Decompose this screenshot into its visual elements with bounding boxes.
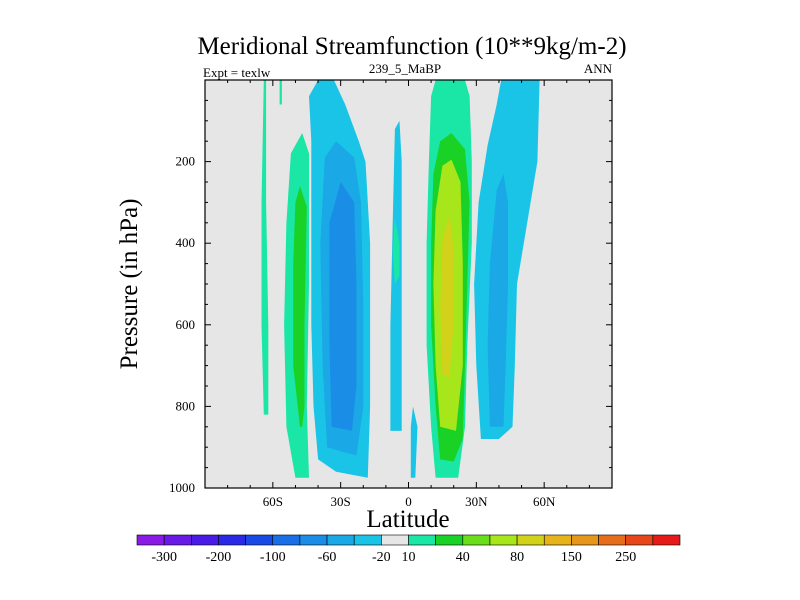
colorbar-swatch xyxy=(435,534,464,546)
experiment-label: Expt = texlw xyxy=(203,65,271,80)
colorbar-swatch xyxy=(516,534,545,546)
sh-upper-positive-sliver xyxy=(279,80,282,105)
polar-positive-streak xyxy=(261,80,269,415)
x-axis-label: Latitude xyxy=(366,506,449,533)
y-tick-label: 200 xyxy=(176,154,196,169)
colorbar-swatch xyxy=(272,534,301,546)
colorbar-label: -100 xyxy=(260,550,286,565)
colorbar-swatch xyxy=(489,534,518,546)
colorbar-label: 250 xyxy=(615,550,636,565)
colorbar-swatch xyxy=(245,534,274,546)
colorbar-swatch xyxy=(218,534,246,546)
colorbar-swatch xyxy=(299,534,328,546)
nh-negative-cell-core xyxy=(487,173,508,427)
season-label: ANN xyxy=(584,61,613,76)
colorbar-swatch xyxy=(598,534,626,546)
x-tick-label: 0 xyxy=(405,494,412,509)
colorbar-label: -60 xyxy=(318,550,337,565)
colorbar-label: 80 xyxy=(510,550,524,565)
colorbar-label: -20 xyxy=(372,550,391,565)
colorbar-swatch xyxy=(353,534,382,546)
x-tick-label: 60S xyxy=(263,494,283,509)
y-tick-label: 1000 xyxy=(169,480,195,495)
center-label: 239_5_MaBP xyxy=(369,61,441,76)
colorbar-swatch xyxy=(652,534,681,546)
colorbar-label: 10 xyxy=(402,550,416,565)
sh-negative-cell-core xyxy=(329,182,357,431)
colorbar-label: 150 xyxy=(561,550,582,565)
colorbar-swatch xyxy=(543,534,572,546)
y-tick-label: 400 xyxy=(176,235,196,250)
colorbar-label: -300 xyxy=(151,550,177,565)
nh-peak-positive-core xyxy=(440,214,454,378)
y-tick-label: 600 xyxy=(176,317,196,332)
colorbar-swatch xyxy=(625,534,654,546)
surface-negative-streak xyxy=(410,406,418,478)
colorbar-swatch xyxy=(163,534,192,546)
sh-moderate-positive-cell xyxy=(293,186,307,427)
y-tick-label: 800 xyxy=(176,398,196,413)
x-tick-label: 60N xyxy=(533,494,556,509)
axis-ticks: 60S 30S 0 30N 60N 200 400 600 800 1000 xyxy=(169,80,612,509)
equatorial-positive-blob xyxy=(392,218,400,284)
x-tick-label: 30N xyxy=(465,494,488,509)
colorbar-swatch xyxy=(191,534,219,546)
colorbar-swatch xyxy=(408,534,436,546)
colorbar-swatch xyxy=(136,534,165,546)
colorbar-swatch xyxy=(381,534,409,546)
contour-regions xyxy=(261,80,540,478)
colorbar-label: 40 xyxy=(456,550,470,565)
colorbar-swatch xyxy=(571,534,599,546)
x-tick-label: 30S xyxy=(331,494,351,509)
colorbar-swatch xyxy=(462,534,491,546)
chart-title: Meridional Streamfunction (10**9kg/m-2) xyxy=(197,33,626,60)
colorbar-swatch xyxy=(326,534,355,546)
plot-area xyxy=(205,80,612,488)
colorbar-label: -200 xyxy=(206,550,232,565)
colorbar-labels: -300 -200 -100 -60 -20 10 40 80 150 250 xyxy=(151,550,636,565)
colorbar xyxy=(136,534,681,546)
y-axis-label: Pressure (in hPa) xyxy=(116,199,143,370)
